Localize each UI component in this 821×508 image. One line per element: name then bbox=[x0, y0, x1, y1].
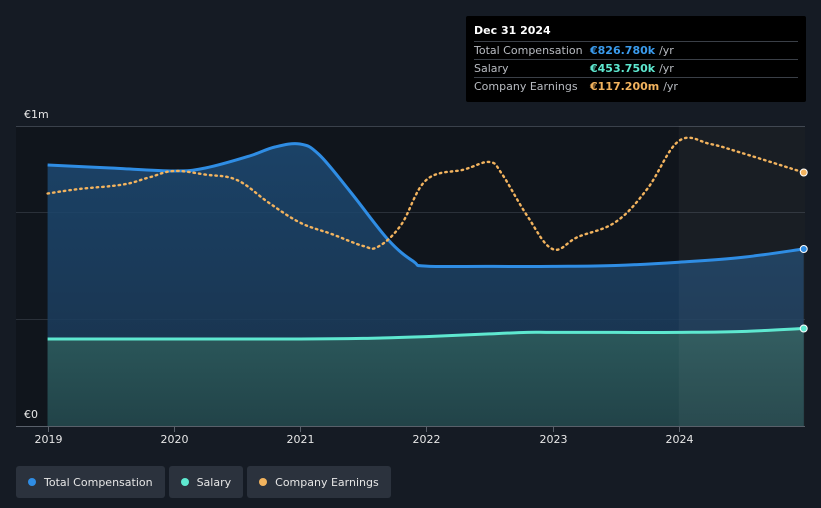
tooltip-value: €453.750k bbox=[590, 62, 656, 75]
legend-dot-icon bbox=[180, 478, 189, 486]
salary-area bbox=[47, 328, 804, 426]
tooltip-date: Dec 31 2024 bbox=[474, 24, 551, 37]
tooltip-row-salary: Salary €453.750k /yr bbox=[474, 59, 798, 77]
legend-item-company-earnings[interactable]: Company Earnings bbox=[247, 466, 391, 498]
x-tick-label: 2024 bbox=[666, 433, 694, 446]
total-compensation-line bbox=[47, 142, 804, 269]
legend-label: Total Compensation bbox=[44, 475, 153, 489]
total-compensation-end-marker bbox=[799, 245, 808, 253]
x-tick-label: 2020 bbox=[161, 433, 189, 446]
legend-label: Company Earnings bbox=[275, 475, 379, 489]
tooltip-value: €826.780k bbox=[590, 44, 656, 57]
legend-dot-icon bbox=[28, 478, 36, 486]
tooltip-label: Salary bbox=[474, 62, 509, 75]
forecast-region bbox=[678, 126, 805, 426]
company-earnings-end-marker bbox=[799, 168, 808, 177]
company-earnings-line bbox=[46, 136, 805, 251]
tooltip-value: €117.200m bbox=[590, 80, 660, 93]
y-axis-top-label: €1m bbox=[24, 108, 49, 121]
legend: Total Compensation Salary Company Earnin… bbox=[16, 466, 391, 498]
x-tick-label: 2019 bbox=[35, 433, 63, 446]
legend-dot-icon bbox=[259, 478, 268, 486]
tooltip-row-total-compensation: Total Compensation €826.780k /yr bbox=[474, 41, 798, 59]
tooltip: Dec 31 2024 Total Compensation €826.780k… bbox=[466, 16, 806, 102]
salary-end-marker bbox=[799, 324, 808, 333]
tooltip-label: Total Compensation bbox=[474, 44, 583, 57]
tooltip-unit: /yr bbox=[659, 44, 674, 57]
tooltip-unit: /yr bbox=[659, 62, 674, 75]
x-tick-label: 2023 bbox=[540, 433, 568, 446]
tooltip-label: Company Earnings bbox=[474, 80, 578, 93]
legend-item-salary[interactable]: Salary bbox=[168, 466, 244, 498]
legend-item-total-compensation[interactable]: Total Compensation bbox=[16, 466, 165, 498]
tooltip-unit: /yr bbox=[663, 80, 678, 93]
legend-label: Salary bbox=[196, 475, 232, 489]
tooltip-row-company-earnings: Company Earnings €117.200m /yr bbox=[474, 77, 798, 95]
x-tick-label: 2021 bbox=[287, 433, 315, 446]
y-axis-bottom-label: €0 bbox=[24, 408, 38, 421]
x-tick-label: 2022 bbox=[413, 433, 441, 446]
salary-line bbox=[47, 327, 804, 341]
